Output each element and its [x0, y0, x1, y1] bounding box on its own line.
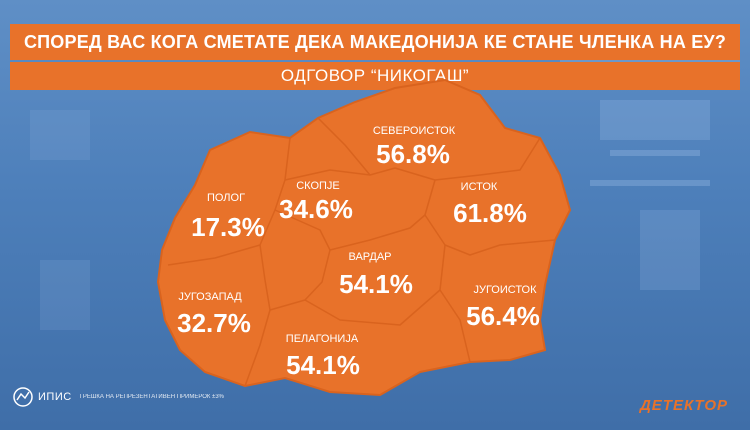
page-subtitle: ОДГОВОР “НИКОГАШ”	[280, 66, 470, 85]
region-value: 17.3%	[191, 212, 265, 242]
region-skopje: СКОПЈЕ 34.6%	[279, 180, 353, 224]
region-name: ИСТОК	[461, 181, 498, 193]
region-istok: ИСТОК 61.8%	[453, 181, 527, 228]
brand-logo: ДЕТЕКТОР	[639, 397, 728, 414]
region-borders	[167, 117, 556, 387]
region-value: 34.6%	[279, 194, 353, 224]
title-bar: СПОРЕД ВАС КОГА СМЕТАТЕ ДЕКА МАКЕДОНИЈА …	[10, 24, 740, 60]
sample-note: ГРЕШКА НА РЕПРЕЗЕНТАТИВЕН ПРИМЕРОК ±3%	[79, 394, 225, 400]
region-severoistok: СЕВЕРОИСТОК 56.8%	[373, 125, 456, 169]
footer-org: ИПИС ГРЕШКА НА РЕПРЕЗЕНТАТИВЕН ПРИМЕРОК …	[12, 386, 224, 408]
region-name: ВАРДАР	[348, 251, 391, 263]
region-value: 54.1%	[339, 269, 413, 299]
region-jugozapad: ЈУГОЗАПАД 32.7%	[177, 291, 251, 338]
region-value: 56.4%	[466, 301, 540, 331]
region-name: ЈУГОИСТОК	[473, 284, 537, 296]
ipis-logo-icon	[13, 387, 33, 407]
region-value: 32.7%	[177, 308, 251, 338]
region-name: СКОПЈЕ	[296, 180, 340, 192]
org-name: ИПИС	[38, 391, 72, 403]
region-polog: ПОЛОГ 17.3%	[191, 192, 265, 242]
region-pelagonija: ПЕЛАГОНИЈА 54.1%	[286, 333, 360, 380]
region-name: ПОЛОГ	[207, 192, 245, 204]
region-value: 54.1%	[286, 350, 360, 380]
region-value: 61.8%	[453, 198, 527, 228]
region-name: ПЕЛАГОНИЈА	[286, 333, 359, 345]
region-name: ЈУГОЗАПАД	[178, 291, 242, 303]
region-jugoistok: ЈУГОИСТОК 56.4%	[466, 284, 540, 331]
region-value: 56.8%	[376, 139, 450, 169]
page-title: СПОРЕД ВАС КОГА СМЕТАТЕ ДЕКА МАКЕДОНИЈА …	[23, 31, 727, 52]
subtitle-bar: ОДГОВОР “НИКОГАШ”	[10, 62, 740, 90]
country-outline	[156, 78, 572, 397]
region-name: СЕВЕРОИСТОК	[373, 125, 456, 137]
region-vardar: ВАРДАР 54.1%	[339, 251, 413, 299]
